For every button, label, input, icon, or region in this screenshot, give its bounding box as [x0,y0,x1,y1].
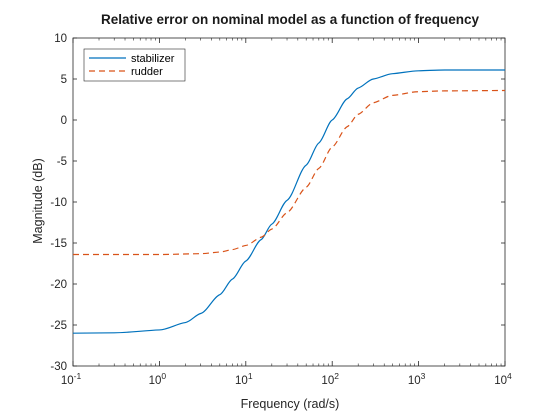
x-tick-label: 10-1 [61,371,82,387]
y-tick-label: 0 [61,115,67,127]
y-tick-label: -5 [57,156,67,168]
y-tick-label: -25 [50,320,67,332]
x-axis-label: Frequency (rad/s) [241,397,340,411]
series-line-stabilizer [72,69,505,334]
x-tick-label: 102 [321,371,339,387]
series-line-rudder [73,89,506,256]
y-tick-label: -20 [50,279,67,291]
legend-label-rudder: rudder [131,66,163,78]
x-tick-base: 10 [494,375,507,387]
x-tick-exponent: 0 [161,371,166,381]
x-tick-label: 100 [149,371,167,387]
chart-title: Relative error on nominal model as a fun… [101,12,480,27]
x-tick-label: 104 [494,371,512,387]
y-tick-label: -30 [50,361,67,373]
x-tick-base: 10 [235,375,248,387]
x-tick-base: 10 [149,375,162,387]
legend-label-stabilizer: stabilizer [131,53,175,65]
x-tick-exponent: -1 [74,371,82,381]
y-tick-label: 10 [54,33,67,45]
legend-box [83,48,186,82]
axes-box [72,37,506,367]
x-tick-exponent: 3 [421,371,426,381]
y-tick-label: 5 [61,74,67,86]
y-axis-label: Magnitude (dB) [31,158,45,243]
x-tick-exponent: 1 [248,371,253,381]
x-tick-base: 10 [321,375,334,387]
y-tick-label: -15 [50,238,67,250]
x-tick-exponent: 4 [507,371,512,381]
x-tick-label: 103 [408,371,426,387]
x-tick-base: 10 [408,375,421,387]
y-tick-label: -10 [50,197,67,209]
x-tick-exponent: 2 [334,371,339,381]
x-tick-label: 101 [235,371,253,387]
x-tick-base: 10 [61,375,74,387]
